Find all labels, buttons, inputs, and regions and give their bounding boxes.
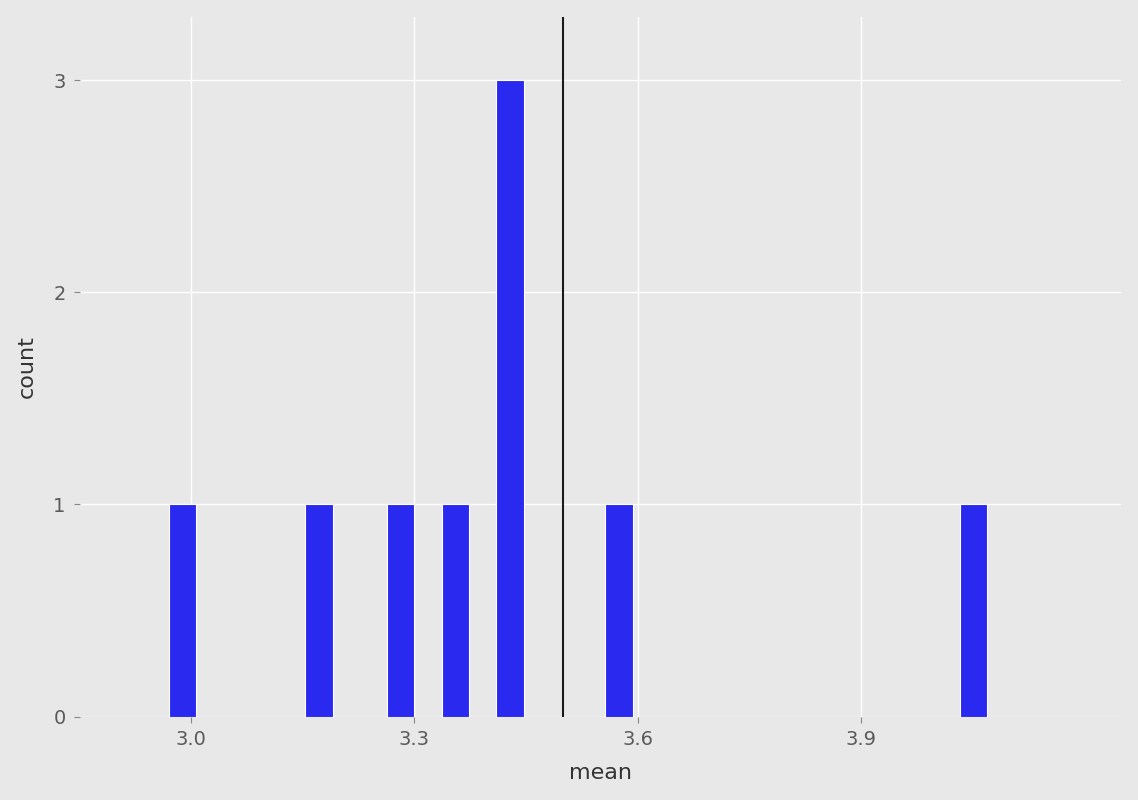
Bar xyxy=(168,505,196,717)
Bar xyxy=(960,505,988,717)
X-axis label: mean: mean xyxy=(569,763,632,783)
Y-axis label: count: count xyxy=(17,335,36,398)
Bar xyxy=(605,505,633,717)
Bar xyxy=(387,505,414,717)
Bar xyxy=(305,505,332,717)
Bar xyxy=(496,80,523,717)
Bar xyxy=(442,505,469,717)
